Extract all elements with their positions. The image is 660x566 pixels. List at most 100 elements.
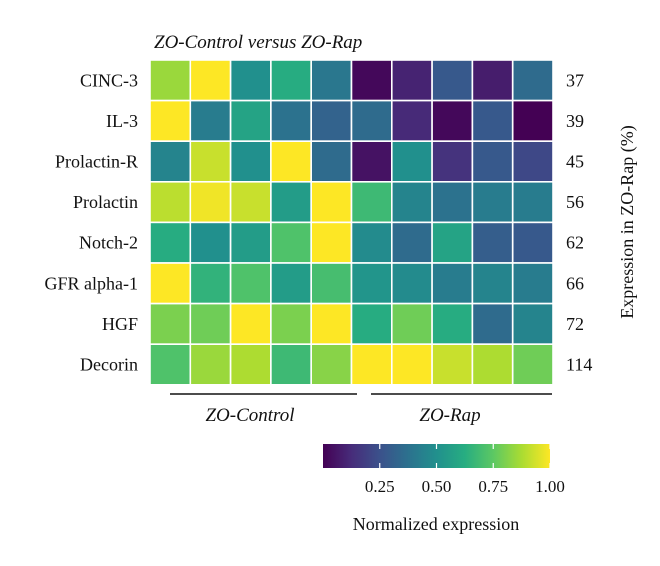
row-label: GFR alpha-1 <box>45 273 139 293</box>
row-label: Decorin <box>80 355 138 375</box>
heatmap-cell <box>471 181 514 224</box>
colorbar-tick-label: 1.00 <box>535 477 565 496</box>
heatmap-cell <box>310 302 353 346</box>
heatmap-cell <box>310 59 353 102</box>
heatmap-cell <box>270 221 312 264</box>
colorbar-ticks: 0.25 0.50 0.75 1.00 <box>365 444 565 496</box>
colorbar-tick-label: 0.25 <box>365 477 395 496</box>
heatmap-cell <box>189 140 232 183</box>
row-value-label: 37 <box>566 70 584 90</box>
heatmap-cell <box>390 181 433 224</box>
row-value-label: 45 <box>566 152 584 172</box>
row-label: Prolactin <box>73 192 138 212</box>
heatmap-cell <box>270 262 312 305</box>
heatmap-cell <box>229 302 272 346</box>
heatmap-cell <box>390 262 433 305</box>
heatmap-cell <box>390 140 433 183</box>
right-axis-title: Expression in ZO-Rap (%) <box>617 125 638 318</box>
heatmap-cell <box>229 221 272 264</box>
heatmap-cell <box>149 302 192 346</box>
heatmap-cell <box>149 221 192 264</box>
heatmap-cell <box>431 140 474 183</box>
colorbar-tick-label: 0.50 <box>422 477 452 496</box>
heatmap-cell <box>431 221 474 264</box>
row-value-label: 114 <box>566 355 592 375</box>
heatmap-cell <box>229 181 272 224</box>
row-value-label: 66 <box>566 273 584 293</box>
heatmap-cells <box>149 59 554 386</box>
heatmap-cell <box>431 343 474 386</box>
heatmap-cell <box>189 181 232 224</box>
heatmap-cell <box>471 221 514 264</box>
heatmap-cell <box>511 262 554 305</box>
row-labels: CINC-3 IL-3 Prolactin-R Prolactin Notch-2 GFR… <box>45 70 139 374</box>
chart-title: ZO-Control versus ZO-Rap <box>154 32 362 53</box>
heatmap-cell <box>350 181 393 224</box>
heatmap-cell <box>350 262 393 305</box>
heatmap-cell <box>149 181 192 224</box>
colorbar: 0.25 0.50 0.75 1.00 Normalized expression <box>323 444 565 534</box>
heatmap-cell <box>270 140 312 183</box>
heatmap-cell <box>229 343 272 386</box>
heatmap-cell <box>431 99 474 142</box>
heatmap-cell <box>431 262 474 305</box>
group-label-zo-control: ZO-Control <box>205 405 294 426</box>
heatmap-cell <box>270 302 312 346</box>
row-label: HGF <box>102 314 138 334</box>
heatmap-cell <box>350 302 393 346</box>
row-value-label: 39 <box>566 111 584 131</box>
heatmap-cell <box>390 343 433 386</box>
heatmap-cell <box>350 343 393 386</box>
heatmap-cell <box>229 99 272 142</box>
heatmap-cell <box>189 59 232 102</box>
colorbar-tick-label: 0.75 <box>478 477 508 496</box>
heatmap-cell <box>471 59 514 102</box>
heatmap-cell <box>511 302 554 346</box>
heatmap-cell <box>390 99 433 142</box>
heatmap-cell <box>149 262 192 305</box>
heatmap-cell <box>310 99 353 142</box>
heatmap-cell <box>270 181 312 224</box>
row-label: Notch-2 <box>79 233 138 253</box>
heatmap-cell <box>310 221 353 264</box>
heatmap-cell <box>189 99 232 142</box>
heatmap-cell <box>189 343 232 386</box>
heatmap-cell <box>350 59 393 102</box>
row-label: CINC-3 <box>80 70 138 90</box>
heatmap-cell <box>471 302 514 346</box>
heatmap-cell <box>149 99 192 142</box>
heatmap-cell <box>350 99 393 142</box>
heatmap-cell <box>229 262 272 305</box>
heatmap-cell <box>511 140 554 183</box>
colorbar-title: Normalized expression <box>353 514 519 534</box>
row-value-label: 62 <box>566 233 584 253</box>
heatmap-cell <box>350 140 393 183</box>
heatmap-cell <box>511 221 554 264</box>
heatmap-cell <box>471 99 514 142</box>
heatmap-cell <box>270 343 312 386</box>
heatmap-cell <box>229 59 272 102</box>
group-label-zo-rap: ZO-Rap <box>419 405 480 426</box>
heatmap-cell <box>149 343 192 386</box>
heatmap-cell <box>229 140 272 183</box>
heatmap-cell <box>511 99 554 142</box>
heatmap-cell <box>390 221 433 264</box>
heatmap-cell <box>310 140 353 183</box>
heatmap-cell <box>390 302 433 346</box>
heatmap-cell <box>511 59 554 102</box>
heatmap-cell <box>350 221 393 264</box>
heatmap-cell <box>471 140 514 183</box>
heatmap-cell <box>511 343 554 386</box>
heatmap-cell <box>189 302 232 346</box>
heatmap-cell <box>431 59 474 102</box>
heatmap-cell <box>270 99 312 142</box>
row-value-label: 72 <box>566 314 584 334</box>
heatmap-cell <box>471 262 514 305</box>
heatmap-cell <box>310 343 353 386</box>
heatmap-cell <box>149 140 192 183</box>
heatmap-cell <box>149 59 192 102</box>
heatmap-cell <box>511 181 554 224</box>
heatmap-cell <box>471 343 514 386</box>
heatmap-cell <box>431 302 474 346</box>
